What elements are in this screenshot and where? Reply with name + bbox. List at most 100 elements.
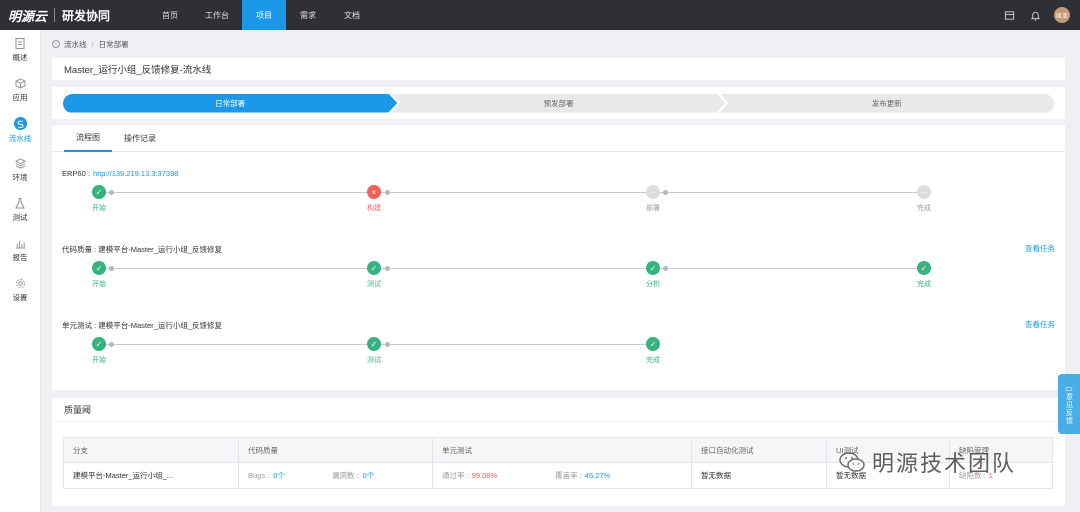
col-unit-test: 单元测试	[433, 437, 692, 463]
cell-branch[interactable]: 建模平台-Master_运行小组_...	[64, 463, 239, 488]
breadcrumb-separator: /	[91, 39, 94, 49]
pipeline-track: ✓ 开始 × 构建 ··· 部署 ··· 完成	[62, 179, 1055, 213]
track-dot	[663, 265, 668, 271]
bell-icon[interactable]	[1028, 8, 1042, 22]
table-header-row: 分支 代码质量 单元测试 接口自动化测试 UI测试 缺陷管理	[64, 437, 1052, 463]
defect-label: 缺陷数 :	[959, 471, 986, 480]
avatar[interactable]: 匡亚	[1054, 7, 1070, 23]
sidebar: 概述 应用 流水线 环境 测试 报告 设置	[0, 30, 41, 512]
chat-icon: ▭	[1065, 383, 1073, 393]
sidebar-item-label: 设置	[12, 293, 28, 302]
gear-icon	[14, 277, 26, 289]
node-label: 开始	[92, 205, 106, 212]
pipeline-link[interactable]: http://139.219.13.3:37398	[92, 168, 179, 178]
view-task-link[interactable]: 查看任务	[1025, 244, 1055, 253]
track-dot	[385, 341, 390, 347]
node-finish[interactable]: ✓	[646, 337, 660, 351]
pipeline-code-quality: 代码质量 : 建模平台-Master_运行小组_反馈修复 查看任务 ✓ 开始 ✓…	[62, 243, 1055, 289]
cell-api-test: 暂无数据	[692, 463, 827, 488]
sidebar-item-label: 应用	[12, 93, 28, 102]
node-finish[interactable]: ···	[917, 185, 931, 199]
tab-operation-log[interactable]: 操作记录	[124, 134, 156, 143]
nav-home[interactable]: 首页	[162, 10, 178, 20]
logo-divider	[54, 8, 56, 22]
stage-pre-deploy[interactable]: 预发部署	[391, 94, 725, 113]
node-build[interactable]: ×	[367, 185, 381, 199]
nav-project[interactable]: 项目	[242, 0, 286, 30]
sidebar-item-label: 流水线	[8, 133, 32, 143]
track-dot	[109, 265, 114, 271]
node-analyze[interactable]: ✓	[646, 261, 660, 275]
cell-defect: 缺陷数 : 1	[950, 463, 1052, 488]
col-ui-test: UI测试	[827, 437, 950, 463]
node-label: 构建	[367, 205, 381, 212]
node-finish[interactable]: ✓	[917, 261, 931, 275]
feedback-label: 意见反馈	[1065, 392, 1073, 425]
back-icon[interactable]: ‹	[52, 40, 60, 48]
nav-docs[interactable]: 文档	[344, 10, 360, 20]
breadcrumb-pipeline[interactable]: 流水线	[64, 39, 87, 49]
col-branch: 分支	[64, 437, 239, 463]
col-code-quality: 代码质量	[239, 437, 433, 463]
pipeline-track: ✓ 开始 ✓ 测试 ✓ 分析 ✓ 完成	[62, 255, 1055, 289]
sidebar-item-label: 报告	[12, 253, 28, 262]
tab-flowchart[interactable]: 流程图	[64, 125, 112, 152]
sidebar-item-overview[interactable]: 概述	[0, 30, 40, 70]
table-row[interactable]: 建模平台-Master_运行小组_... Bugs : 0个 漏洞数 : 0个 …	[64, 463, 1052, 488]
track-line	[106, 191, 926, 193]
pipeline-unit-test: 单元测试 : 建模平台-Master_运行小组_反馈修复 查看任务 ✓ 开始 ✓…	[62, 319, 1055, 365]
node-label: 开始	[92, 281, 106, 288]
bugs-count[interactable]: 0个	[273, 471, 285, 480]
logo[interactable]: 明源云 研发协同	[8, 6, 148, 25]
archive-icon[interactable]	[1002, 8, 1016, 22]
node-label: 测试	[367, 281, 381, 288]
node-label: 部署	[646, 205, 660, 212]
node-test[interactable]: ✓	[367, 261, 381, 275]
sidebar-item-pipeline[interactable]: 流水线	[0, 110, 40, 150]
product-name: 研发协同	[62, 8, 111, 23]
brand-logo: 明源云	[8, 8, 48, 24]
node-start[interactable]: ✓	[92, 261, 106, 275]
pipeline-title: ERP60 : http://139.219.13.3:37398	[62, 167, 1055, 179]
col-defect: 缺陷管理	[959, 445, 989, 455]
bugs-label: Bugs :	[248, 471, 270, 480]
sidebar-item-environment[interactable]: 环境	[0, 150, 40, 190]
cube-icon	[14, 77, 26, 89]
flask-icon	[14, 197, 26, 209]
breadcrumb-current: 日常部署	[98, 39, 129, 49]
cell-unit-test: 通过率 : 99.08% 覆盖率 : 46.27%	[433, 463, 692, 488]
stage-daily-deploy[interactable]: 日常部署	[63, 94, 397, 113]
quality-table: 分支 代码质量 单元测试 接口自动化测试 UI测试 缺陷管理 建模平台-Mast…	[63, 437, 1053, 489]
node-start[interactable]: ✓	[92, 185, 106, 199]
sidebar-item-apps[interactable]: 应用	[0, 70, 40, 110]
defect-count[interactable]: 1	[988, 471, 993, 480]
pipeline-icon	[13, 116, 27, 130]
node-label: 测试	[367, 357, 381, 364]
stage-release[interactable]: 发布更新	[719, 93, 1054, 113]
node-test[interactable]: ✓	[367, 337, 381, 351]
track-dot	[385, 189, 390, 195]
vuln-count[interactable]: 0个	[362, 471, 375, 480]
tab-bar: 流程图 操作记录	[52, 125, 1065, 152]
watermark-text: 明源技术团队	[872, 451, 1017, 476]
feedback-button[interactable]: ▭ 意见反馈	[1058, 374, 1080, 434]
pipeline-title: 单元测试 : 建模平台-Master_运行小组_反馈修复	[62, 320, 223, 330]
node-start[interactable]: ✓	[92, 337, 106, 351]
sidebar-item-settings[interactable]: 设置	[0, 270, 40, 310]
view-task-link[interactable]: 查看任务	[1025, 320, 1055, 329]
pipeline-track: ✓ 开始 ✓ 测试 ✓ 完成	[62, 331, 1055, 365]
node-deploy[interactable]: ···	[646, 185, 660, 199]
pipeline-title-text: ERP60 :	[62, 168, 90, 178]
col-api-test: 接口自动化测试	[692, 437, 827, 463]
nav-workbench[interactable]: 工作台	[205, 10, 229, 20]
node-label: 分析	[646, 281, 660, 288]
document-icon	[14, 37, 26, 49]
watermark: 明源技术团队	[838, 446, 1016, 478]
nav-requirements[interactable]: 需求	[300, 10, 316, 20]
top-right-tools: 匡亚	[1002, 0, 1070, 30]
main-content: ‹ 流水线 / 日常部署 Master_运行小组_反馈修复-流水线 日常部署 预…	[52, 30, 1065, 506]
sidebar-item-test[interactable]: 测试	[0, 190, 40, 230]
cell-ui-test: 暂无数据	[827, 463, 950, 488]
sidebar-item-report[interactable]: 报告	[0, 230, 40, 270]
track-dot	[109, 341, 114, 347]
